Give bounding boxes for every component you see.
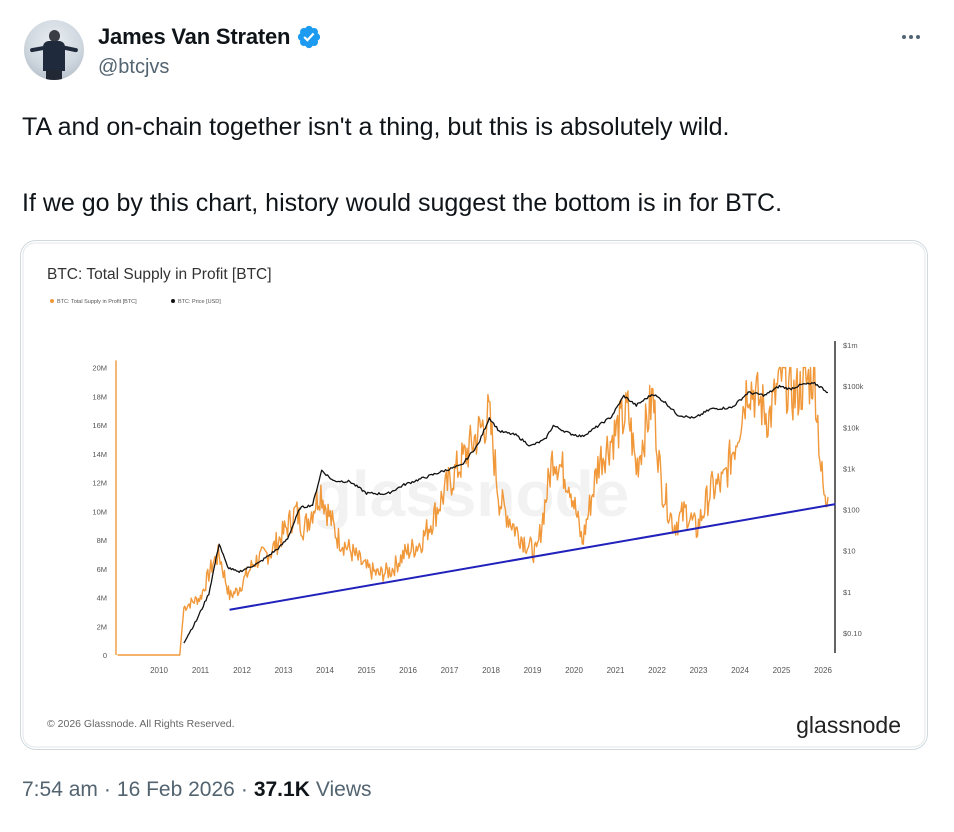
y-left-tick-label: 0 <box>103 651 107 660</box>
y-right-tick-label: $1m <box>843 341 858 350</box>
legend-label-price: BTC: Price [USD] <box>178 299 221 305</box>
y-right-tick-label: $10k <box>843 423 860 432</box>
y-right-tick-label: $1k <box>843 464 855 473</box>
y-left-tick-label: 2M <box>97 622 107 631</box>
y-right-tick-label: $0.10 <box>843 629 862 638</box>
y-left-tick-label: 14M <box>92 450 107 459</box>
chart-frame <box>22 242 926 748</box>
tweet-line-2: If we go by this chart, history would su… <box>22 189 783 217</box>
y-left-tick-label: 18M <box>92 392 107 401</box>
price-line <box>183 381 828 644</box>
y-left-tick-label: 20M <box>92 364 107 373</box>
x-tick-label: 2018 <box>482 666 500 675</box>
verified-badge-icon <box>298 25 321 49</box>
tweet-footer: 7:54 am · 16 Feb 2026 · 37.1K Views <box>22 778 372 802</box>
x-tick-label: 2017 <box>441 666 459 675</box>
supply-in-profit-line <box>117 366 829 656</box>
x-tick-label: 2015 <box>358 666 376 675</box>
x-tick-label: 2014 <box>316 666 334 675</box>
legend-label-supply: BTC: Total Supply in Profit [BTC] <box>57 299 137 305</box>
footer-separator: · <box>103 778 111 801</box>
x-tick-label: 2020 <box>565 666 583 675</box>
y-left-tick-label: 4M <box>97 594 107 603</box>
chart-title: BTC: Total Supply in Profit [BTC] <box>47 266 272 283</box>
x-tick-label: 2023 <box>690 666 708 675</box>
more-options-icon[interactable] <box>896 22 926 52</box>
y-right-tick-label: $100k <box>843 382 864 391</box>
chart-copyright: © 2026 Glassnode. All Rights Reserved. <box>47 718 235 730</box>
x-tick-label: 2012 <box>233 666 251 675</box>
user-avatar-icon[interactable] <box>24 20 84 80</box>
y-left-tick-label: 8M <box>97 536 107 545</box>
views-count[interactable]: 37.1K <box>253 778 310 801</box>
y-right-tick-label: $100 <box>843 506 860 515</box>
x-tick-label: 2021 <box>607 666 625 675</box>
y-right-tick-label: $10 <box>843 547 856 556</box>
support-trendline <box>229 503 836 611</box>
x-tick-label: 2010 <box>150 666 168 675</box>
author-handle[interactable]: @btcjvs <box>98 56 170 78</box>
chart-svg: BTC: Total Supply in Profit [BTC] BTC: To… <box>22 242 926 748</box>
x-tick-label: 2026 <box>814 666 832 675</box>
legend-dot-price <box>171 299 175 303</box>
x-tick-label: 2019 <box>524 666 542 675</box>
y-right-tick-label: $1 <box>843 588 851 597</box>
x-tick-label: 2022 <box>648 666 666 675</box>
x-tick-label: 2013 <box>275 666 293 675</box>
tweet-time[interactable]: 7:54 am <box>22 778 98 801</box>
author-name-row: James Van Straten <box>98 24 322 50</box>
chart-watermark: glassnode <box>313 458 630 530</box>
x-tick-label: 2025 <box>773 666 791 675</box>
y-left-tick-label: 12M <box>92 479 107 488</box>
views-label: Views <box>315 778 372 801</box>
legend-dot-supply <box>50 299 54 303</box>
x-tick-label: 2016 <box>399 666 417 675</box>
footer-separator: · <box>240 778 248 801</box>
tweet-header: James Van Straten @btcjvs <box>20 16 934 86</box>
author-display-name[interactable]: James Van Straten <box>98 24 291 49</box>
tweet-line-1: TA and on-chain together isn't a thing, … <box>22 113 730 141</box>
x-tick-label: 2011 <box>192 666 210 675</box>
tweet-date[interactable]: 16 Feb 2026 <box>116 778 235 801</box>
y-left-tick-label: 16M <box>92 421 107 430</box>
tweet-text: TA and on-chain together isn't a thing, … <box>22 108 922 222</box>
glassnode-logo: glassnode <box>796 712 901 738</box>
y-left-tick-label: 10M <box>92 507 107 516</box>
y-left-tick-label: 6M <box>97 565 107 574</box>
chart-media-card[interactable]: BTC: Total Supply in Profit [BTC] BTC: To… <box>20 240 928 750</box>
x-tick-label: 2024 <box>731 666 749 675</box>
